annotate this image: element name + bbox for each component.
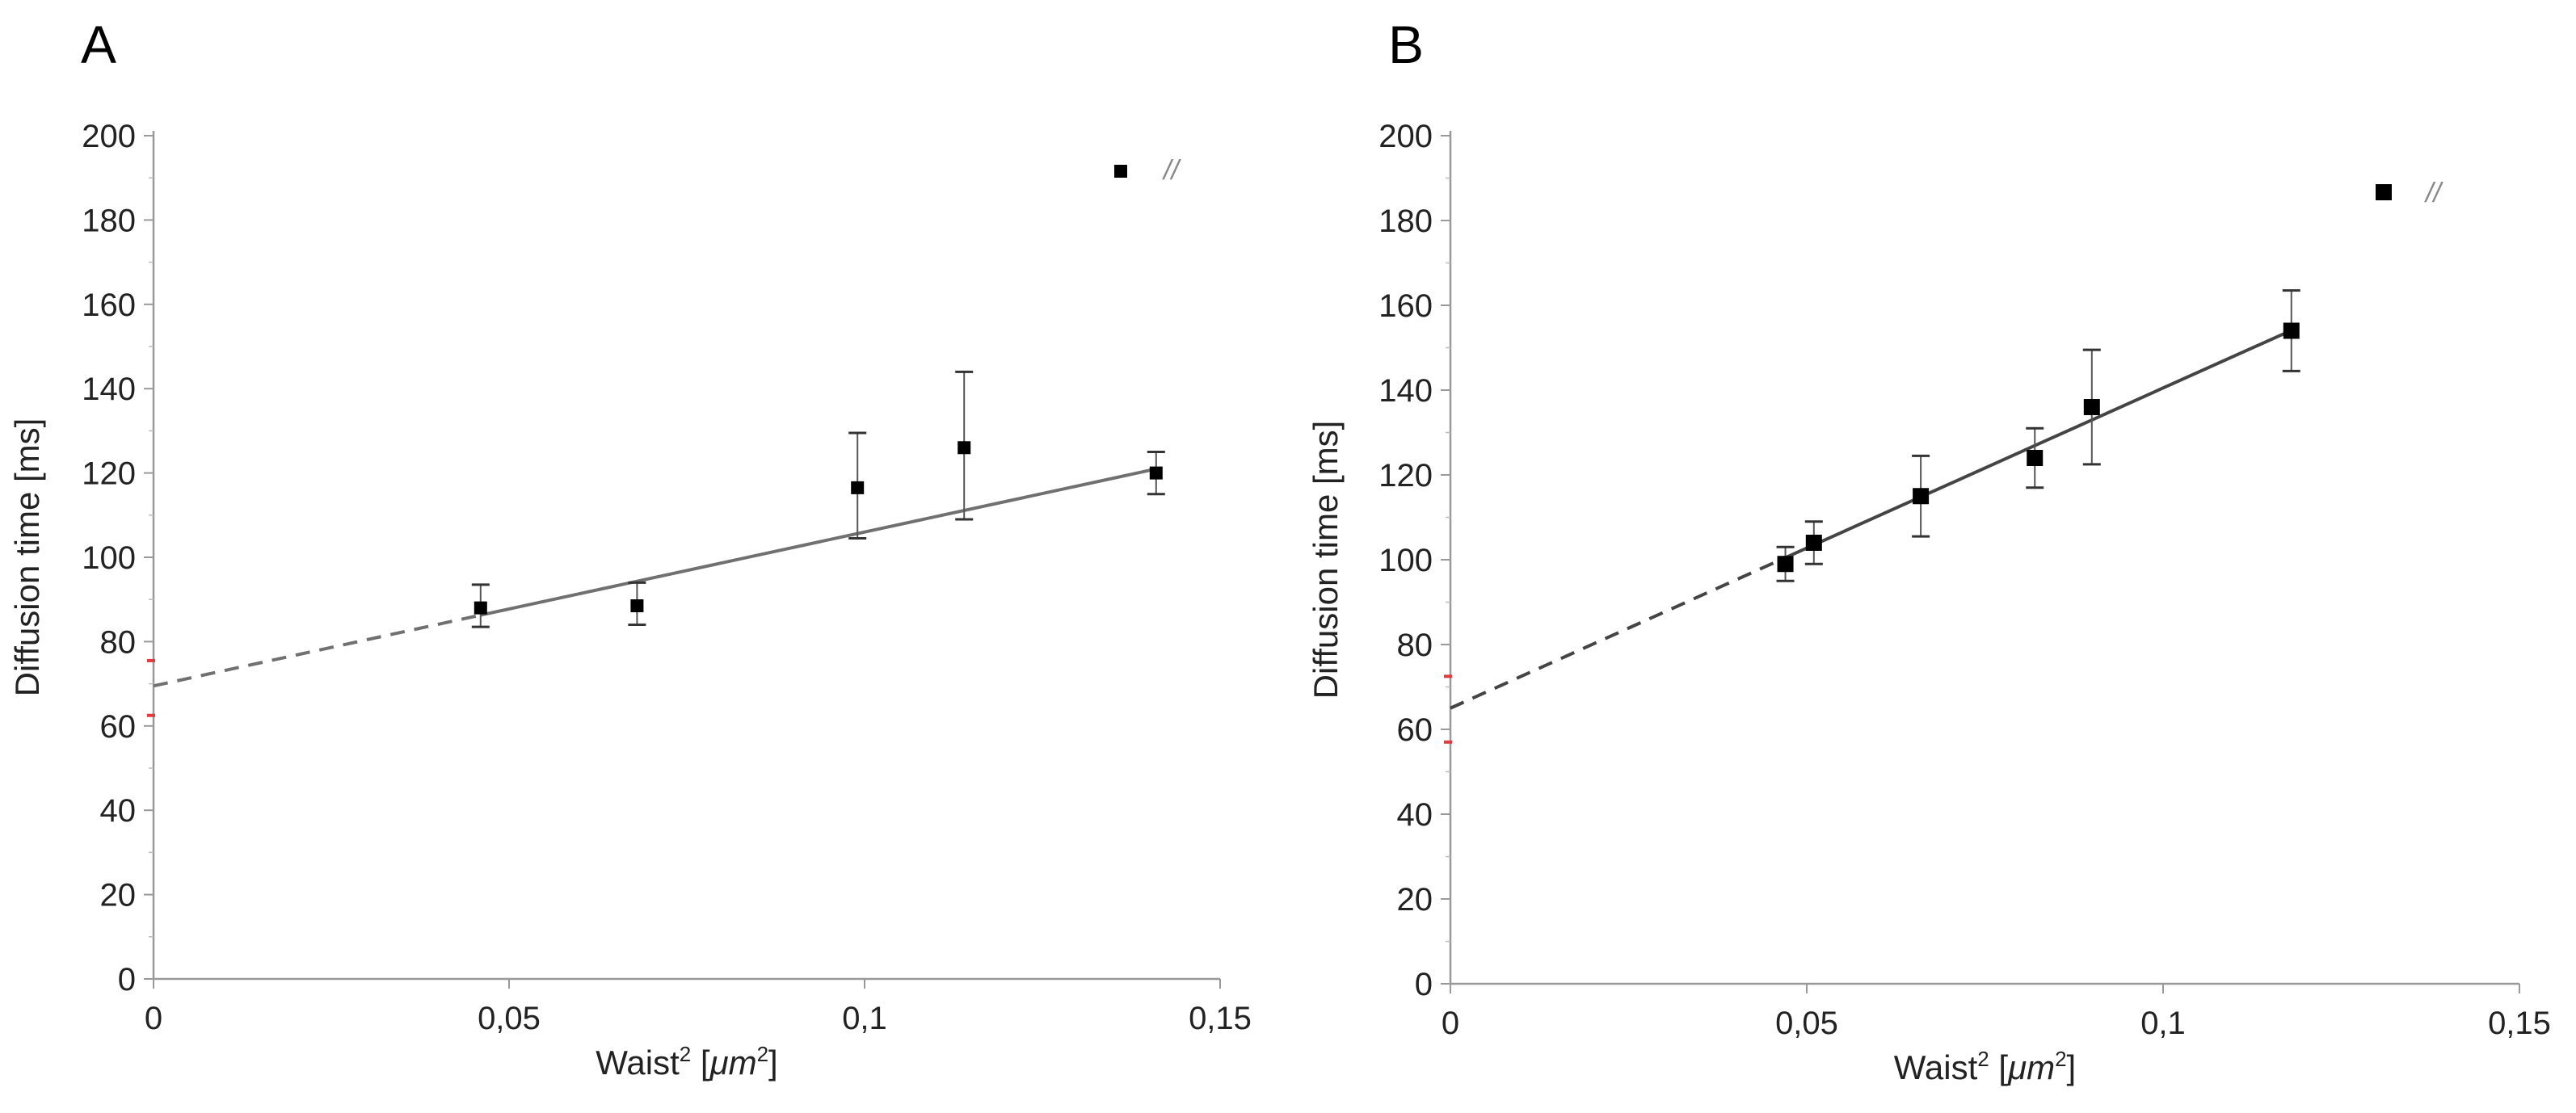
- x-axis-label: Waist2 [μm2]: [596, 1042, 777, 1082]
- x-axis-label: Waist2 [μm2]: [1894, 1047, 2076, 1086]
- data-point: [2027, 450, 2044, 466]
- panel-label: A: [81, 15, 116, 74]
- data-point: [1805, 535, 1822, 551]
- y-tick-label: 200: [82, 119, 136, 154]
- fit-line-extrapolated: [1450, 556, 1787, 710]
- y-axis-label: Diffusion time [ms]: [1307, 421, 1345, 699]
- y-tick-label: 0: [1415, 967, 1433, 1002]
- y-tick-label: 80: [100, 624, 137, 660]
- y-tick-label: 60: [100, 709, 137, 745]
- fit-line: [1784, 329, 2292, 560]
- data-point: [630, 599, 644, 613]
- y-tick-label: 100: [82, 540, 136, 576]
- panel-label: B: [1388, 15, 1424, 74]
- y-tick-label: 60: [1397, 712, 1433, 748]
- x-tick-label: 0,15: [1189, 1001, 1252, 1036]
- legend-marker: [1114, 165, 1127, 178]
- fit-line-extrapolated: [153, 613, 482, 688]
- y-tick-label: 100: [1378, 543, 1433, 578]
- x-tick-label: 0,1: [2140, 1006, 2186, 1041]
- y-tick-label: 40: [100, 793, 137, 829]
- data-point: [474, 601, 487, 615]
- y-axis-label: Diffusion time [ms]: [8, 418, 46, 697]
- panel-b: B 0 20 40 60 80 100 120 140 160 180 200 0 0,05 0,1 0,15…: [1307, 15, 2551, 1086]
- legend-label: //: [1162, 155, 1181, 186]
- data-point: [2283, 322, 2300, 339]
- legend-marker: [2376, 184, 2392, 200]
- y-tick-label: 0: [118, 962, 136, 998]
- x-tick-label: 0,05: [478, 1001, 541, 1036]
- y-tick-label: 40: [1397, 797, 1433, 833]
- y-tick-label: 180: [82, 203, 136, 238]
- fit-line: [480, 467, 1157, 617]
- y-tick-label: 120: [1378, 458, 1433, 494]
- legend-label: //: [2424, 178, 2443, 208]
- data-point: [851, 481, 865, 494]
- y-tick-label: 20: [100, 878, 137, 914]
- x-tick-label: 0: [1442, 1006, 1459, 1041]
- y-tick-label: 180: [1378, 204, 1433, 239]
- y-tick-label: 120: [82, 456, 136, 492]
- data-point: [2083, 399, 2100, 415]
- data-point: [1777, 556, 1794, 573]
- x-tick-label: 0,15: [2488, 1006, 2551, 1041]
- data-point: [958, 441, 971, 455]
- x-tick-label: 0,05: [1775, 1006, 1838, 1041]
- data-point: [1913, 488, 1930, 505]
- y-tick-label: 140: [1378, 373, 1433, 409]
- y-tick-label: 200: [1378, 119, 1433, 154]
- y-tick-label: 20: [1397, 882, 1433, 918]
- x-tick-label: 0: [145, 1001, 162, 1036]
- y-tick-label: 140: [82, 372, 136, 407]
- panel-a: A 0 20 40 60 80 100 120 140 160 180 200 0 0,05 0,1 0,15…: [8, 15, 1252, 1082]
- y-tick-label: 160: [1378, 288, 1433, 324]
- data-point: [1149, 466, 1163, 480]
- y-tick-label: 80: [1397, 628, 1433, 663]
- y-tick-label: 160: [82, 288, 136, 323]
- x-tick-label: 0,1: [842, 1001, 887, 1036]
